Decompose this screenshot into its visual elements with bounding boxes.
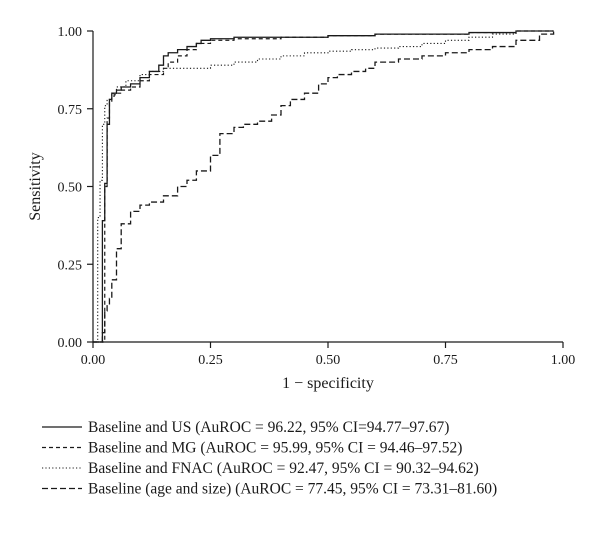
- y-ticks: 0.00 0.25 0.50 0.75 1.00: [58, 25, 93, 351]
- series-line-1: [93, 30, 554, 343]
- x-axis-label: 1 − specificity: [282, 375, 374, 392]
- x-tick-label: 0.25: [198, 353, 223, 368]
- y-tick-label: 0.25: [58, 258, 83, 273]
- legend: Baseline and US (AuROC = 96.22, 95% CI=9…: [42, 419, 497, 498]
- x-tick-label: 0.50: [316, 353, 341, 368]
- y-tick-label: 1.00: [58, 25, 83, 40]
- x-ticks: 0.00 0.25 0.50 0.75 1.00: [81, 342, 576, 368]
- y-tick-label: 0.50: [58, 181, 83, 196]
- x-tick-label: 0.00: [81, 353, 106, 368]
- legend-label: Baseline and MG (AuROC = 95.99, 95% CI =…: [88, 440, 462, 457]
- legend-label: Baseline and FNAC (AuROC = 92.47, 95% CI…: [88, 460, 479, 477]
- legend-label: Baseline and US (AuROC = 96.22, 95% CI=9…: [88, 419, 449, 436]
- y-tick-label: 0.75: [58, 103, 83, 118]
- series-lines: [93, 30, 555, 343]
- y-axis-label: Sensitivity: [27, 152, 44, 220]
- legend-label: Baseline (age and size) (AuROC = 77.45, …: [88, 481, 497, 498]
- x-tick-label: 1.00: [551, 353, 576, 368]
- series-line-4: [93, 31, 555, 343]
- x-tick-label: 0.75: [433, 353, 458, 368]
- series-line-2: [93, 30, 554, 343]
- series-line-3: [93, 30, 554, 343]
- y-tick-label: 0.00: [58, 336, 83, 351]
